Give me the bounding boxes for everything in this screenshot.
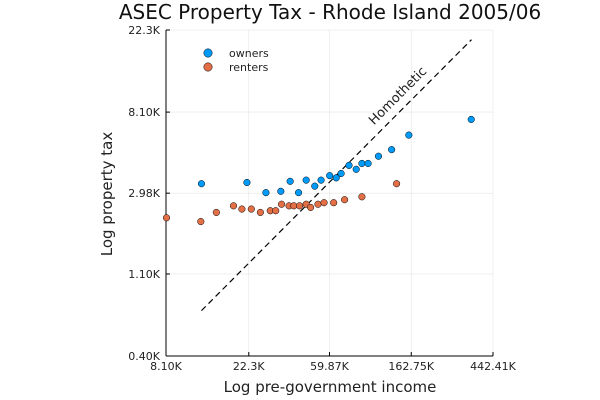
legend-label-owners: owners xyxy=(229,47,269,60)
renters-point xyxy=(247,205,255,213)
owners-point xyxy=(352,165,360,173)
renters-point xyxy=(212,208,220,216)
renters-point xyxy=(256,208,264,216)
owners-point xyxy=(286,177,294,185)
owners-point xyxy=(311,182,319,190)
owners-point xyxy=(374,152,383,160)
legend-marker-owners xyxy=(203,48,213,58)
renters-point xyxy=(320,199,328,207)
owners-point xyxy=(345,161,353,169)
renters-point xyxy=(307,203,315,211)
y-axis: 0.40K 1.10K 2.98K 8.10K 22.3K xyxy=(128,24,170,363)
owners-point xyxy=(197,180,206,188)
owners-point xyxy=(358,159,366,168)
x-tick-label: 162.75K xyxy=(388,360,434,373)
owners-point xyxy=(364,159,372,168)
x-tick-label: 59.87K xyxy=(310,360,349,373)
legend-label-renters: renters xyxy=(229,61,269,74)
renters-point xyxy=(278,200,286,208)
renters-point xyxy=(341,196,349,204)
y-tick-label: 8.10K xyxy=(128,106,160,119)
y-tick-label: 1.10K xyxy=(128,268,160,281)
owners-point xyxy=(337,169,345,178)
legend-marker-renters xyxy=(203,62,213,72)
y-axis-label: Log property tax xyxy=(98,132,116,257)
data-points xyxy=(162,115,475,226)
owners-point xyxy=(302,176,310,184)
owners-point xyxy=(467,115,475,123)
renters-point xyxy=(229,202,238,210)
y-tick-label: 2.98K xyxy=(128,187,160,200)
x-tick-label: 442.41K xyxy=(470,360,516,373)
renters-point xyxy=(197,218,205,226)
renters-point xyxy=(238,205,246,213)
owners-point xyxy=(332,174,340,182)
owners-point xyxy=(405,131,413,139)
renters-point xyxy=(314,200,322,208)
x-tick-label: 8.10K xyxy=(150,360,182,373)
renters-point xyxy=(358,193,366,201)
renters-point xyxy=(393,180,401,188)
owners-point xyxy=(326,172,334,180)
owners-point xyxy=(388,146,396,154)
x-axis-label: Log pre-government income xyxy=(224,378,437,396)
owners-point xyxy=(295,189,303,197)
x-axis: 8.10K 22.3K 59.87K 162.75K 442.41K xyxy=(150,352,517,373)
renters-point xyxy=(296,202,304,210)
renters-point xyxy=(330,199,338,207)
y-tick-label: 0.40K xyxy=(128,350,160,363)
owners-point xyxy=(262,189,270,197)
renters-point xyxy=(162,214,171,222)
renters-point xyxy=(272,207,280,215)
chart-title: ASEC Property Tax - Rhode Island 2005/06 xyxy=(119,0,541,24)
owners-point xyxy=(277,187,285,195)
x-tick-label: 22.3K xyxy=(233,360,265,373)
owners-point xyxy=(243,178,251,187)
y-tick-label: 22.3K xyxy=(128,24,160,37)
owners-point xyxy=(317,176,325,184)
